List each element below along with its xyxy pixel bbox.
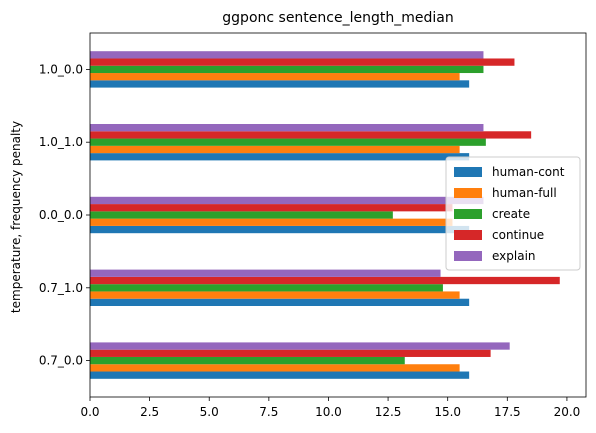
y-axis-label: temperature, frequency penalty	[9, 121, 23, 313]
bar-explain-1.0_0.0	[90, 51, 484, 59]
x-tick-label: 2.5	[140, 405, 159, 419]
bar-continue-0.0_0.0	[90, 204, 453, 212]
y-tick-label: 0.7_1.0	[39, 281, 83, 295]
bar-explain-0.7_0.0	[90, 342, 510, 350]
bar-human-full-1.0_1.0	[90, 145, 460, 154]
bar-human-cont-0.7_0.0	[90, 371, 470, 379]
legend-box	[445, 156, 581, 271]
bar-continue-0.7_0.0	[90, 349, 491, 357]
bar-human-full-0.7_0.0	[90, 364, 460, 372]
bar-create-0.7_0.0	[90, 356, 405, 365]
y-tick-label: 0.7_0.0	[39, 354, 83, 368]
bar-explain-0.0_0.0	[90, 196, 484, 205]
x-tick-label: 20.0	[554, 405, 581, 419]
y-tick-label: 0.0_0.0	[39, 208, 83, 222]
y-tick-label: 1.0_1.0	[39, 135, 83, 149]
legend-swatch-human-full	[454, 188, 482, 198]
x-tick-label: 10.0	[315, 405, 342, 419]
bar-human-full-0.7_1.0	[90, 291, 460, 299]
x-tick-label: 0.0	[80, 405, 99, 419]
bar-human-full-0.0_0.0	[90, 218, 453, 226]
legend-label-human-full: human-full	[492, 186, 557, 200]
x-ticks-group: 0.0 2.5 5.0 7.5 10.0 12.5 15.0 17.5 20.0	[80, 397, 580, 419]
plot-frame	[89, 32, 587, 398]
y-tick-label: 1.0_0.0	[39, 62, 83, 76]
bar-continue-1.0_1.0	[90, 131, 532, 139]
legend-label-create: create	[492, 207, 530, 221]
bar-human-cont-1.0_0.0	[90, 80, 470, 88]
bar-human-full-1.0_0.0	[90, 73, 460, 81]
legend-swatch-explain	[454, 251, 482, 261]
legend-swatch-human-cont	[454, 167, 482, 177]
x-tick-label: 15.0	[434, 405, 461, 419]
bar-create-1.0_1.0	[90, 138, 486, 146]
y-ticks-group: 0.7_0.0 0.7_1.0 0.0_0.0 1.0_1.0 1.0_0.0	[39, 62, 90, 368]
bars-group	[90, 51, 560, 379]
bar-explain-1.0_1.0	[90, 124, 484, 132]
bar-create-0.0_0.0	[90, 211, 393, 219]
x-tick-label: 5.0	[200, 405, 219, 419]
x-tick-label: 7.5	[259, 405, 278, 419]
x-tick-label: 12.5	[375, 405, 402, 419]
bar-continue-0.7_1.0	[90, 276, 560, 285]
bar-continue-1.0_0.0	[90, 58, 515, 66]
bar-human-cont-0.0_0.0	[90, 225, 470, 234]
chart-title: ggponc sentence_length_median	[222, 10, 453, 26]
legend-swatch-create	[454, 209, 482, 219]
bar-explain-0.7_1.0	[90, 269, 441, 277]
bar-create-1.0_0.0	[90, 65, 484, 74]
legend-label-human-cont: human-cont	[492, 165, 565, 179]
bar-create-0.7_1.0	[90, 284, 443, 292]
x-tick-label: 17.5	[494, 405, 521, 419]
legend: human-cont human-full create continue explai…	[445, 156, 581, 271]
bar-human-cont-0.7_1.0	[90, 298, 470, 306]
legend-label-explain: explain	[492, 249, 536, 263]
legend-swatch-continue	[454, 230, 482, 240]
bar-human-cont-1.0_1.0	[90, 153, 470, 161]
legend-label-continue: continue	[492, 228, 544, 242]
